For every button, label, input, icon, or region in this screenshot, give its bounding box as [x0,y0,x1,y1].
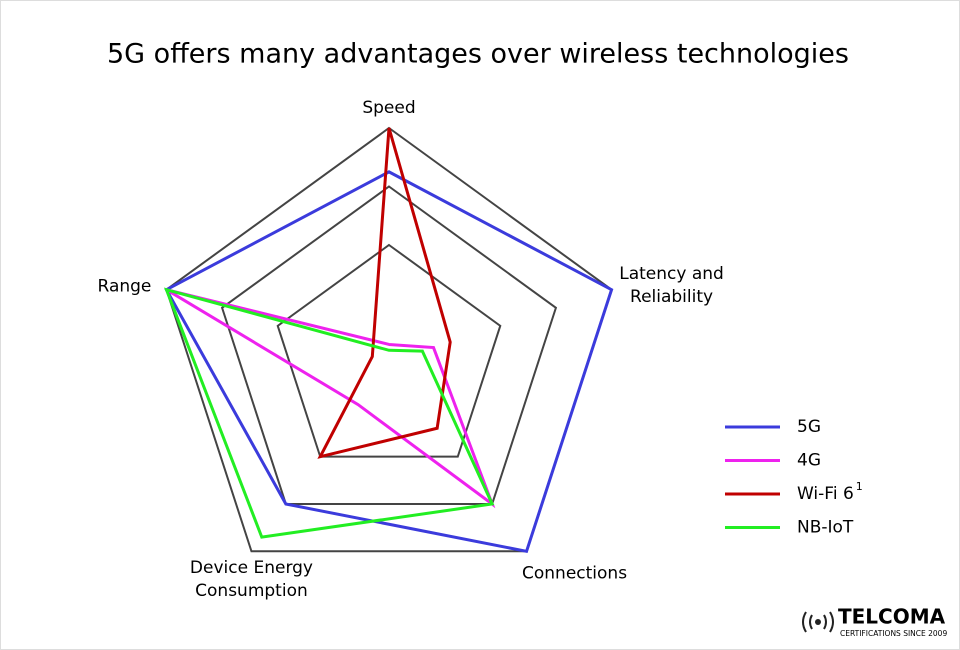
chart-title: 5G offers many advantages over wireless … [107,39,849,70]
logo: TELCOMA CERTIFICATIONS SINCE 2009 [802,605,947,638]
axis-label: Speed [362,98,415,118]
axis-label: Consumption [195,581,308,601]
ring [220,185,558,505]
series-line [163,287,495,539]
legend-note: 1 [856,480,863,493]
axis-label: Connections [522,563,627,583]
legend-name: 4G [797,451,821,471]
logo-name: TELCOMA [838,605,946,629]
ring [165,126,613,553]
axis-label: Device Energy [190,558,313,578]
legend-name: 5G [797,417,821,437]
ring [276,243,502,458]
axis-label: Range [98,277,152,297]
legend-label: NB-IoT [797,518,854,538]
legend-label: 5G [797,417,821,437]
legend-name: Wi-Fi 6 [797,484,854,504]
logo-icon [802,611,834,633]
series-line [164,170,614,554]
legend-name: NB-IoT [797,518,854,538]
axis-label: Latency and [619,264,724,284]
logo-icon [815,619,821,625]
logo-tagline: CERTIFICATIONS SINCE 2009 [840,629,947,638]
legend-label: 4G [797,451,821,471]
series-line [317,127,452,459]
axis-label: Reliability [630,287,713,307]
